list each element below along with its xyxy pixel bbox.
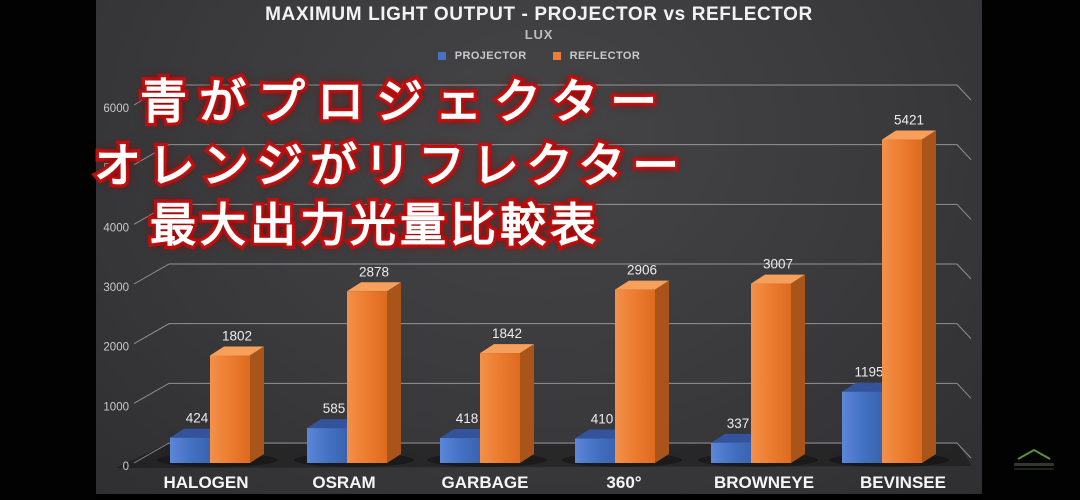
legend-label-reflector: REFLECTOR xyxy=(569,50,641,62)
reflector-bar-BEVINSEE-front xyxy=(882,139,922,463)
y-tick-4000: 4000 xyxy=(103,222,129,234)
reflector-bar-GARBAGE-top xyxy=(480,344,534,354)
chart-title: MAXIMUM LIGHT OUTPUT - PROJECTOR vs REFL… xyxy=(265,4,813,25)
reflector-bar-360°-front xyxy=(615,289,655,463)
projector-bar-BEVINSEE-front xyxy=(842,391,882,463)
legend-swatch-projector xyxy=(437,52,446,60)
y-tick-5000: 5000 xyxy=(103,163,129,175)
value-label-reflector-bar-BROWNEYE: 3007 xyxy=(763,257,793,272)
y-tick-3000: 3000 xyxy=(103,282,129,294)
reflector-bar-360°-side xyxy=(655,280,669,463)
gridline-5000 xyxy=(133,144,972,166)
right-black-bar xyxy=(982,0,1080,500)
left-black-bar xyxy=(0,0,96,500)
reflector-bar-GARBAGE-side xyxy=(520,344,534,463)
x-label-HALOGEN: HALOGEN xyxy=(164,473,249,492)
reflector-bar-BEVINSEE-top xyxy=(882,130,936,140)
y-tick-6000: 6000 xyxy=(103,103,129,115)
x-label-BROWNEYE: BROWNEYE xyxy=(714,473,814,492)
gridline-4000 xyxy=(133,203,972,225)
reflector-bar-HALOGEN-side xyxy=(250,346,264,463)
projector-bar-OSRAM-front xyxy=(307,428,347,463)
reflector-bar-OSRAM-top xyxy=(347,282,401,292)
y-tick-2000: 2000 xyxy=(103,342,129,354)
x-label-OSRAM: OSRAM xyxy=(312,473,375,492)
watermark-logo xyxy=(1014,448,1054,470)
y-tick-1000: 1000 xyxy=(103,401,129,413)
chart-legend: PROJECTOR REFLECTOR xyxy=(96,50,982,62)
reflector-bar-HALOGEN-top xyxy=(210,346,264,356)
gridline-6000 xyxy=(133,84,972,106)
y-tick-0: 0 xyxy=(123,461,129,473)
gridline-0 xyxy=(133,442,972,464)
value-label-reflector-bar-360°: 2906 xyxy=(627,263,657,278)
reflector-bar-BEVINSEE-side xyxy=(922,130,936,463)
watermark-text-line xyxy=(1014,463,1054,466)
gridline-2000 xyxy=(133,323,972,345)
gridline-1000 xyxy=(133,382,972,404)
legend-label-projector: PROJECTOR xyxy=(454,50,527,62)
reflector-bar-GARBAGE-front xyxy=(480,353,520,463)
chart-canvas: MAXIMUM LIGHT OUTPUT - PROJECTOR vs REFL… xyxy=(90,0,982,494)
reflector-bar-BROWNEYE-top xyxy=(751,274,805,284)
value-label-projector-bar-BEVINSEE: 1195 xyxy=(854,365,883,380)
legend-swatch-reflector xyxy=(552,52,561,60)
value-label-projector-bar-HALOGEN: 424 xyxy=(186,411,209,426)
overlay-text-line1: 青がプロジェクター xyxy=(136,72,670,134)
reflector-bar-OSRAM-side xyxy=(387,282,401,463)
value-label-projector-bar-GARBAGE: 418 xyxy=(456,411,479,426)
value-label-reflector-bar-HALOGEN: 1802 xyxy=(222,328,252,343)
projector-bar-GARBAGE-front xyxy=(440,438,480,463)
x-label-360°: 360° xyxy=(606,473,641,492)
value-label-projector-bar-OSRAM: 585 xyxy=(323,401,346,416)
gridline-3000 xyxy=(133,263,972,285)
chart-subtitle: LUX xyxy=(524,27,554,42)
value-label-reflector-bar-BEVINSEE: 5421 xyxy=(894,113,924,128)
watermark-text-line2 xyxy=(1014,468,1054,470)
reflector-bar-BROWNEYE-front xyxy=(751,283,791,463)
reflector-bar-BROWNEYE-side xyxy=(791,274,805,463)
reflector-bar-OSRAM-front xyxy=(347,291,387,463)
x-label-GARBAGE: GARBAGE xyxy=(442,473,529,492)
value-label-reflector-bar-OSRAM: 2878 xyxy=(359,264,389,279)
x-label-BEVINSEE: BEVINSEE xyxy=(860,473,946,492)
reflector-bar-HALOGEN-front xyxy=(210,355,250,463)
value-label-projector-bar-360°: 410 xyxy=(591,412,614,427)
overlay-text-line3: 最大出力光量比較表 xyxy=(147,195,600,256)
mountain-chevron-icon xyxy=(1017,448,1051,460)
reflector-bar-360°-top xyxy=(615,280,669,290)
overlay-text-line2: オレンジがリフレクター xyxy=(90,136,687,198)
plot-area: 0 1000 2000 3000 4000 5000 6000 424 1802 HALOGEN 5… xyxy=(103,84,972,492)
value-label-projector-bar-BROWNEYE: 337 xyxy=(727,416,750,431)
projector-bar-360°-front xyxy=(575,438,615,463)
value-label-reflector-bar-GARBAGE: 1842 xyxy=(492,326,522,341)
projector-bar-BROWNEYE-front xyxy=(711,442,751,463)
projector-bar-HALOGEN-front xyxy=(170,437,210,463)
